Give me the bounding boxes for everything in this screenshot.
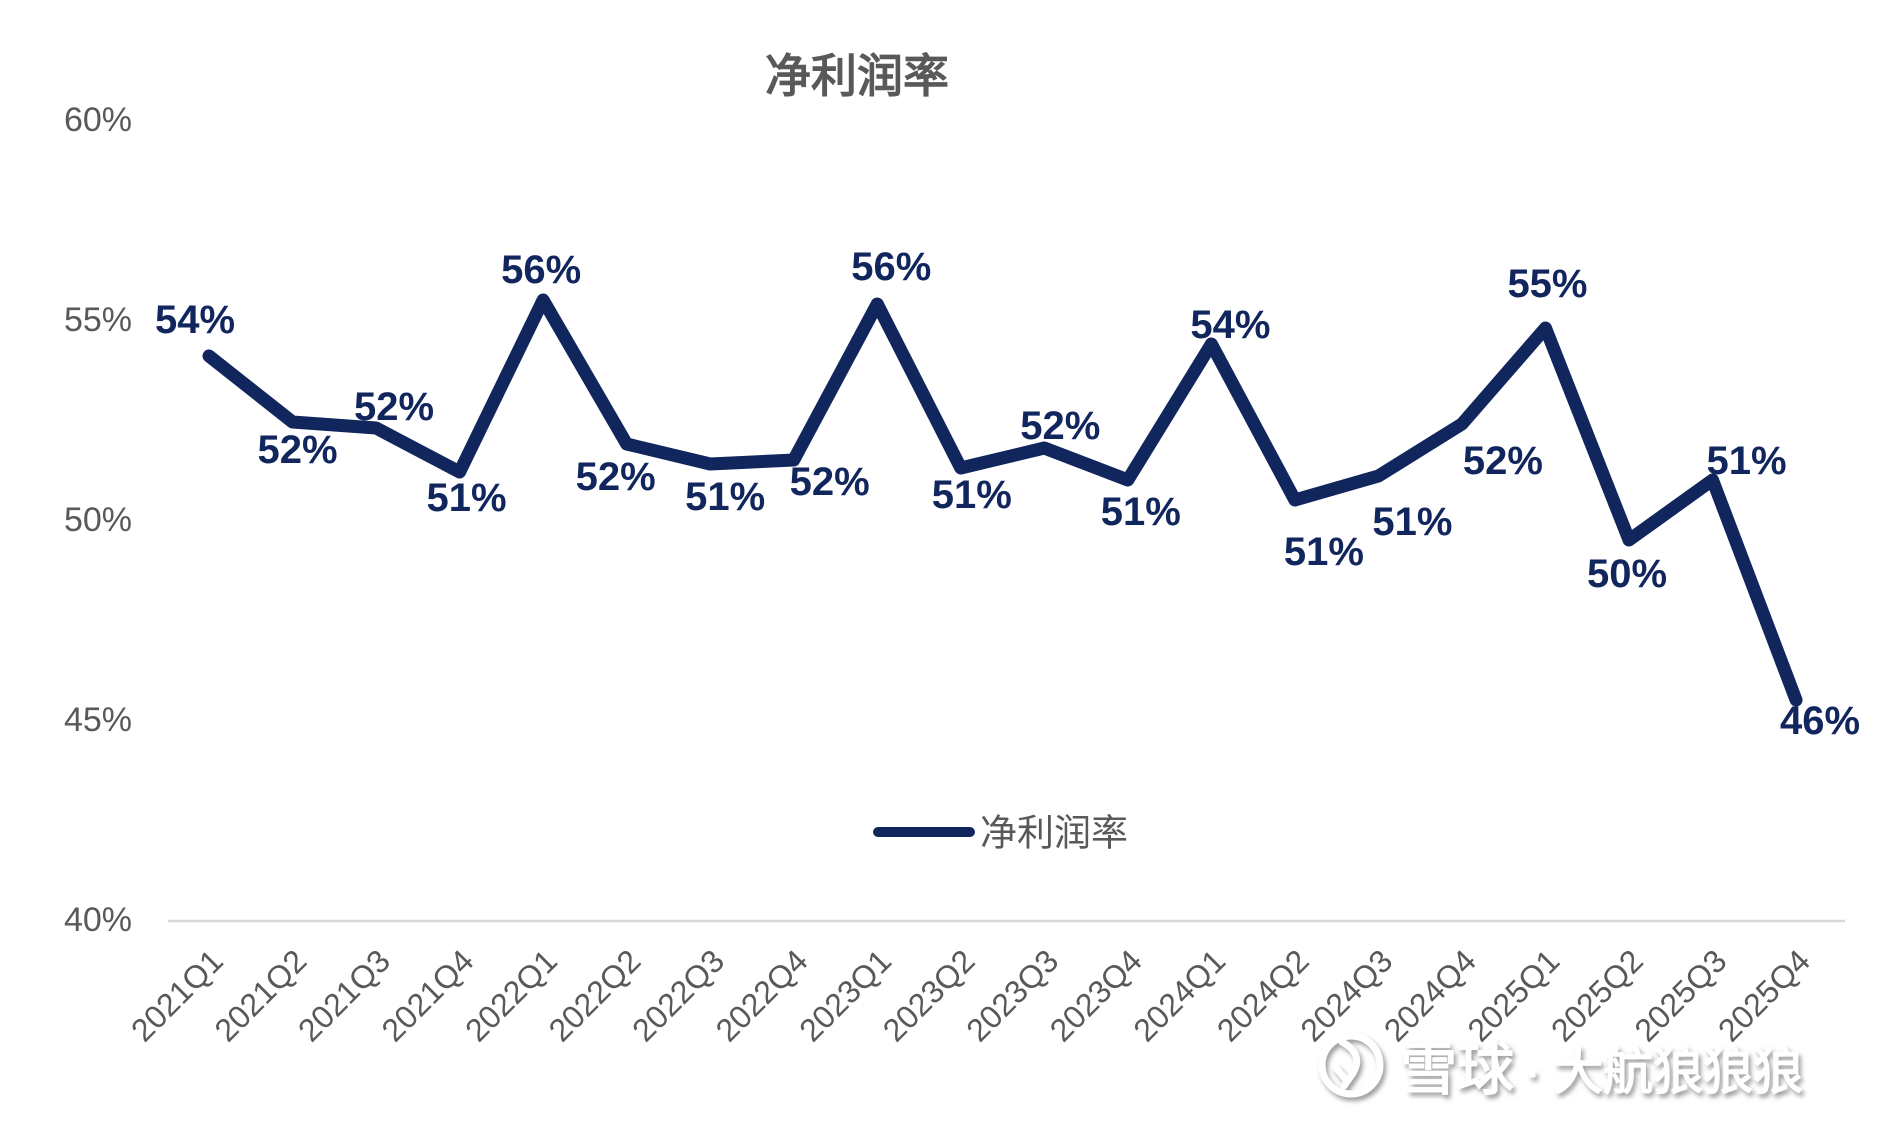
x-tick-label: 2025Q4 <box>1711 942 1817 1048</box>
data-label: 52% <box>257 428 337 472</box>
x-tick-label: 2022Q3 <box>625 942 731 1048</box>
data-label: 52% <box>354 385 434 429</box>
watermark: 雪球 · 大航狼狼狼 <box>1318 1032 1803 1102</box>
xueqiu-logo-icon <box>1318 1032 1384 1098</box>
data-labels: 54%52%52%51%56%52% 51% 52%56%51%52%51%54%5… <box>155 245 1860 743</box>
x-tick-label: 2022Q4 <box>709 942 815 1048</box>
data-label: 51% <box>427 476 507 520</box>
x-tick-label: 2025Q1 <box>1460 942 1566 1048</box>
x-tick-label: 2025Q2 <box>1544 942 1650 1048</box>
x-tick-label: 2023Q1 <box>792 942 898 1048</box>
y-tick-label: 55% <box>64 301 132 339</box>
y-tick-label: 50% <box>64 501 132 539</box>
data-label: 50% <box>1587 552 1667 596</box>
y-axis-labels: 60% 55% 50% 45% 40% <box>64 101 132 939</box>
y-tick-label: 40% <box>64 901 132 939</box>
watermark-brand: 雪球 <box>1400 1038 1515 1102</box>
x-tick-label: 2024Q1 <box>1126 942 1232 1048</box>
x-tick-label: 2021Q1 <box>124 942 230 1048</box>
data-label: 54% <box>155 298 235 342</box>
y-tick-label: 45% <box>64 701 132 739</box>
data-label: 55% <box>1507 262 1587 306</box>
series-line-net-profit-margin <box>202 293 1803 707</box>
x-tick-label: 2023Q2 <box>876 942 982 1048</box>
x-axis-labels: 2021Q12021Q22021Q32021Q42022Q12022Q22022… <box>124 942 1817 1048</box>
x-tick-label: 2022Q2 <box>542 942 648 1048</box>
x-tick-label: 2021Q4 <box>375 942 481 1048</box>
watermark-separator: · <box>1514 1050 1553 1099</box>
data-label: 52% <box>1020 404 1100 448</box>
x-tick-label: 2024Q3 <box>1293 942 1399 1048</box>
chart-title: 净利润率 <box>765 50 949 102</box>
watermark-text: 雪球 · 大航狼狼狼 <box>1400 1038 1803 1102</box>
watermark-username: 大航狼狼狼 <box>1553 1044 1803 1100</box>
x-tick-label: 2022Q1 <box>458 942 564 1048</box>
data-label: 46% <box>1780 699 1860 743</box>
x-tick-label: 2021Q3 <box>291 942 397 1048</box>
x-tick-label: 2024Q2 <box>1210 942 1316 1048</box>
data-label: 51% <box>685 475 765 519</box>
data-label: 51% <box>1284 530 1364 574</box>
y-tick-label: 60% <box>64 101 132 139</box>
legend-label: 净利润率 <box>980 813 1128 854</box>
data-label: 52% <box>1463 439 1543 483</box>
data-label: 51% <box>1707 439 1787 483</box>
x-tick-label: 2023Q4 <box>1043 942 1149 1048</box>
data-label: 51% <box>1372 500 1452 544</box>
data-label: 52% <box>790 460 870 504</box>
data-label: 54% <box>1190 303 1270 347</box>
data-label: 56% <box>501 248 581 292</box>
data-label: 56% <box>851 245 931 289</box>
data-label: 51% <box>932 473 1012 517</box>
x-tick-label: 2024Q4 <box>1377 942 1483 1048</box>
x-tick-label: 2021Q2 <box>208 942 314 1048</box>
x-tick-label: 2025Q3 <box>1628 942 1734 1048</box>
data-label: 51% <box>1101 490 1181 534</box>
legend: 净利润率 <box>873 813 1128 854</box>
data-label: 52% <box>576 455 656 499</box>
x-tick-label: 2023Q3 <box>959 942 1065 1048</box>
